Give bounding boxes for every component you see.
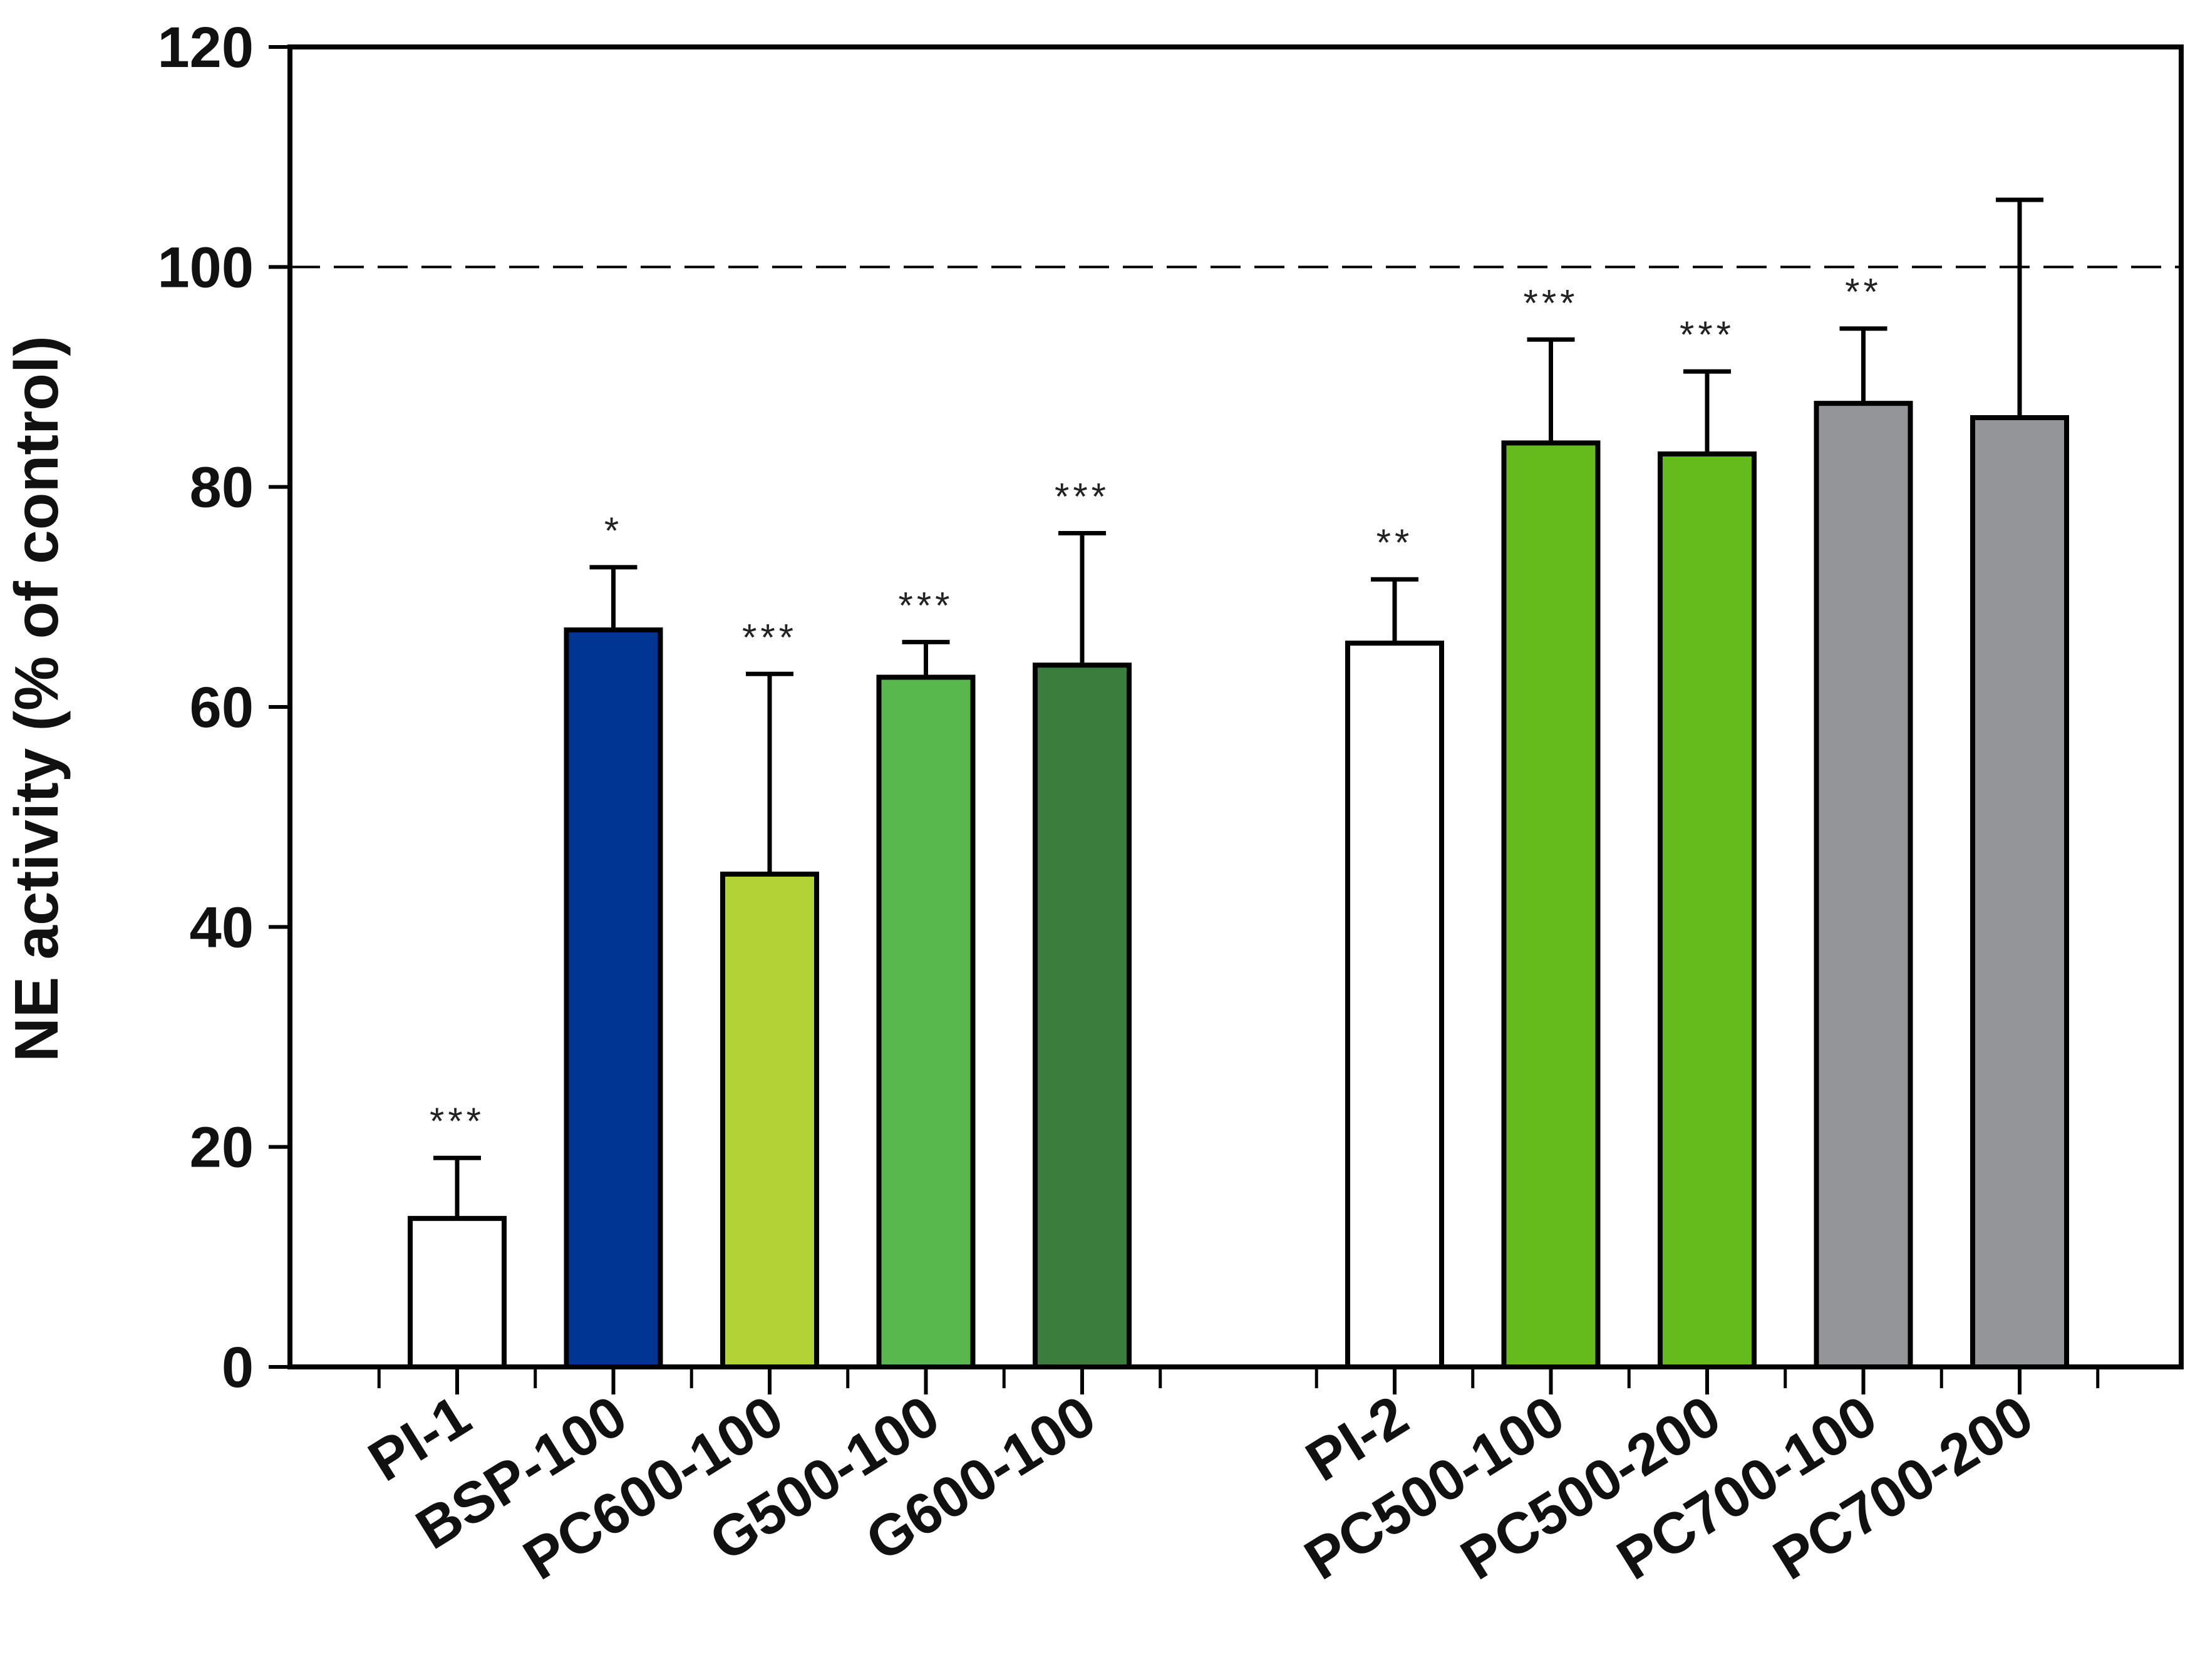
significance-label: ***: [898, 584, 953, 626]
y-tick-label: 60: [190, 676, 254, 740]
significance-label: ***: [742, 616, 797, 658]
bars-group: ***********************: [408, 197, 2069, 1369]
bar: [1658, 451, 1757, 1369]
significance-label: ***: [430, 1100, 485, 1142]
significance-label: ***: [1523, 282, 1578, 324]
significance-label: **: [1376, 522, 1413, 564]
bar: [1345, 641, 1444, 1369]
y-tick-label: 20: [190, 1116, 254, 1180]
bar: [1033, 662, 1132, 1369]
significance-label: ***: [1055, 475, 1110, 517]
significance-label: *: [604, 510, 622, 552]
y-tick-label: 120: [158, 16, 254, 80]
bar: [1501, 440, 1601, 1369]
y-axis: 0 20 40 60 80 100 120: [158, 16, 290, 1399]
y-tick-label: 0: [222, 1336, 254, 1399]
bar: [408, 1215, 507, 1369]
bar: [564, 627, 663, 1369]
significance-label: ***: [1680, 314, 1735, 356]
y-tick-label: 40: [190, 895, 254, 959]
y-tick-label: 100: [158, 235, 254, 299]
significance-label: **: [1845, 271, 1882, 313]
bar: [1970, 415, 2069, 1369]
y-axis-title: NE activity (% of control): [2, 336, 71, 1062]
y-tick-label: 80: [190, 456, 254, 520]
bar: [1814, 401, 1913, 1369]
bar: [720, 872, 819, 1369]
bar: [876, 674, 976, 1369]
